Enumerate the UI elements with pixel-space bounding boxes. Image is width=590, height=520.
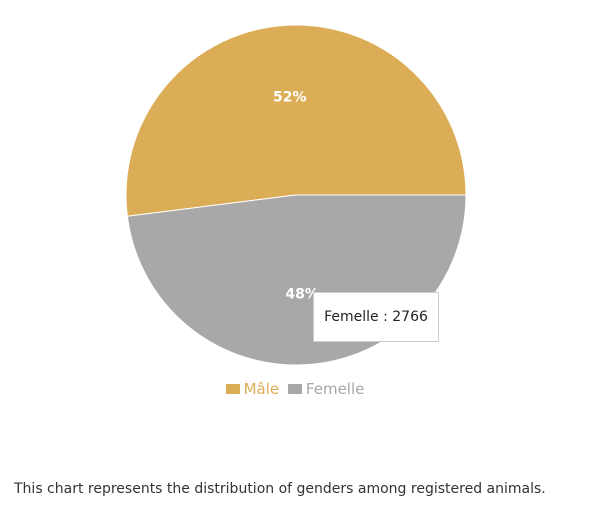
legend-item-male[interactable]: Mâle [225, 380, 280, 398]
pie-chart: 52% 48% Femelle : 2766 Mâle Femelle [0, 24, 590, 398]
legend-label-male: Mâle [243, 380, 280, 398]
tooltip-text: Femelle : 2766 [324, 309, 428, 325]
legend-label-female: Femelle [305, 380, 365, 398]
slice-label-male: 52% [273, 90, 307, 106]
slice-label-female: 48% [285, 286, 319, 302]
legend: Mâle Femelle [0, 380, 590, 398]
pie-slice-male[interactable] [125, 24, 467, 217]
chart-caption: This chart represents the distribution o… [14, 481, 546, 497]
legend-item-female[interactable]: Femelle [287, 380, 365, 398]
tooltip: Femelle : 2766 [313, 292, 439, 342]
legend-swatch-female [287, 384, 302, 394]
pie-chart-svg: 52% 48% [125, 24, 467, 366]
legend-swatch-male [225, 384, 240, 394]
